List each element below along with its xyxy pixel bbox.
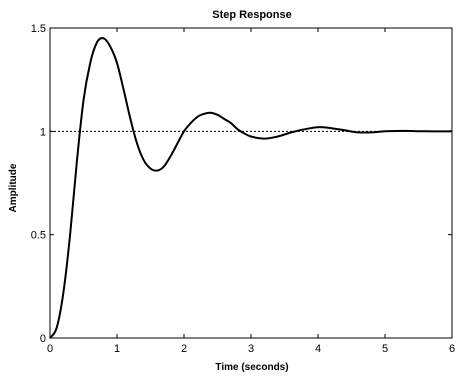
chart-title: Step Response [212, 9, 291, 21]
y-tick-label-0: 0 [40, 333, 46, 345]
plot-frame [49, 27, 453, 339]
x-tick-label-5: 5 [382, 343, 388, 355]
x-tick-label-1: 1 [114, 343, 120, 355]
x-tick-label-4: 4 [315, 343, 321, 355]
x-tick-label-3: 3 [248, 343, 254, 355]
x-tick-label-2: 2 [181, 343, 187, 355]
y-axis-label: Amplitude [8, 163, 19, 212]
plot-layer: 0 1 2 3 4 5 6 0 0.5 1 1.5 [31, 23, 455, 355]
y-tick-label-3: 1.5 [31, 23, 46, 35]
x-tick-label-0: 0 [47, 343, 53, 355]
x-tick-label-6: 6 [449, 343, 455, 355]
y-tick-label-2: 1 [40, 126, 46, 138]
y-tick-label-1: 0.5 [31, 230, 46, 242]
response-line-0 [49, 37, 453, 339]
x-axis-label: Time (seconds) [215, 362, 288, 373]
